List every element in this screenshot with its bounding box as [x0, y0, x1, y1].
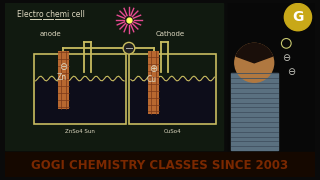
Text: Electro chemi cell: Electro chemi cell: [17, 10, 85, 19]
Wedge shape: [236, 43, 273, 63]
Bar: [148, 51, 159, 114]
Bar: [231, 73, 277, 150]
Circle shape: [123, 42, 135, 54]
Text: CuSo4: CuSo4: [164, 129, 181, 134]
Text: G: G: [292, 10, 304, 24]
Bar: [228, 3, 320, 152]
Circle shape: [235, 43, 274, 82]
Text: anode: anode: [39, 31, 61, 37]
Bar: [4, 152, 316, 177]
Text: ⊖: ⊖: [282, 53, 290, 63]
Bar: [4, 3, 223, 150]
Text: Zn: Zn: [56, 73, 67, 82]
Bar: [35, 78, 125, 123]
Bar: [130, 78, 215, 123]
Bar: [34, 54, 126, 124]
Circle shape: [284, 4, 312, 31]
Text: GOGI CHEMISTRY CLASSES SINCE 2003: GOGI CHEMISTRY CLASSES SINCE 2003: [31, 159, 289, 172]
Text: Cu: Cu: [147, 75, 157, 84]
Text: ⊖: ⊖: [287, 68, 295, 77]
Text: Cathode: Cathode: [155, 31, 184, 37]
Text: ZnSo4 Sun: ZnSo4 Sun: [65, 129, 95, 134]
Text: ⊖: ⊖: [59, 62, 68, 73]
Bar: [129, 54, 216, 124]
Bar: [58, 51, 69, 109]
Text: ⊕: ⊕: [150, 64, 158, 74]
